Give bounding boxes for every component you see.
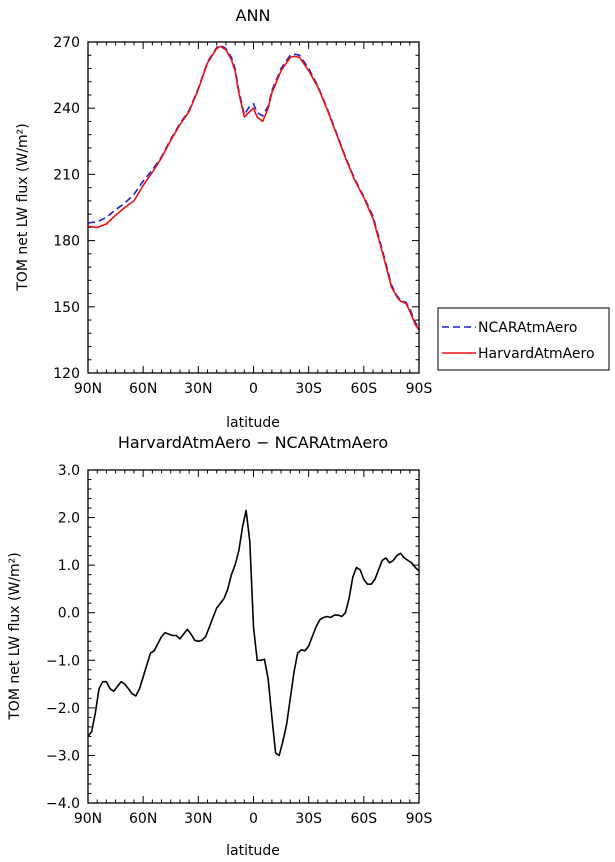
legend: NCARAtmAero HarvardAtmAero <box>437 307 610 371</box>
bottom-y-tick-label: 2.0 <box>58 511 80 527</box>
bottom-series-line-difference <box>87 509 420 757</box>
top-x-tick-label: 60S <box>350 381 377 397</box>
bottom-y-tick-label: −4.0 <box>46 796 80 812</box>
bottom-x-tick-label: 30N <box>184 811 212 827</box>
bottom-x-tick-label: 60N <box>129 811 157 827</box>
top-x-axis-label: latitude <box>226 415 280 431</box>
top-plot-lines <box>87 44 420 331</box>
bottom-y-tick-label: −2.0 <box>46 701 80 717</box>
bottom-y-tick-label: −3.0 <box>46 748 80 764</box>
top-chart-title: ANN <box>236 6 271 25</box>
bottom-plot-frame <box>87 469 420 804</box>
top-x-tick-label: 90N <box>74 381 102 397</box>
bottom-panel: HarvardAtmAero − NCARAtmAero 90N 60N 30N 0 3… <box>7 433 432 859</box>
top-x-tick-label: 0 <box>249 381 258 397</box>
top-x-tick-label: 90S <box>406 381 433 397</box>
top-plot-frame <box>87 41 420 374</box>
top-x-tick-label: 60N <box>129 381 157 397</box>
bottom-y-tick-label: 1.0 <box>58 558 80 574</box>
bottom-plot-lines <box>87 509 420 757</box>
bottom-y-axis-label-text: TOM net LW flux (W/m²) <box>7 552 23 721</box>
bottom-x-tick-label: 90S <box>406 811 433 827</box>
legend-box <box>437 307 610 371</box>
top-y-tick-label: 240 <box>53 101 80 117</box>
bottom-y-tick-label: −1.0 <box>46 653 80 669</box>
bottom-x-tick-label: 30S <box>295 811 322 827</box>
bottom-axis-ticks: 90N 60N 30N 0 30S 60S 90S −4.0 −3.0 −2.0 −1.0 0.0 1.… <box>46 463 432 827</box>
top-x-tick-label: 30N <box>184 381 212 397</box>
bottom-chart-title: HarvardAtmAero − NCARAtmAero <box>118 433 388 452</box>
bottom-y-axis-label: TOM net LW flux (W/m²) <box>7 552 23 721</box>
top-y-tick-label: 120 <box>53 366 80 382</box>
top-y-axis-label-text: TOM net LW flux (W/m²) <box>15 123 31 292</box>
top-panel: ANN 90N 60N 30N 0 30S 60S 90S 120 150 180 210 240 27… <box>15 6 610 431</box>
legend-label-harvardatmaero: HarvardAtmAero <box>478 346 595 362</box>
bottom-x-tick-label: 0 <box>249 811 258 827</box>
top-y-tick-label: 270 <box>53 35 80 51</box>
top-series-line-harvardatmaero <box>87 45 420 331</box>
bottom-y-tick-label: 3.0 <box>58 463 80 479</box>
bottom-x-tick-label: 60S <box>350 811 377 827</box>
bottom-x-axis-label: latitude <box>226 843 280 859</box>
bottom-x-tick-label: 90N <box>74 811 102 827</box>
top-y-axis-label: TOM net LW flux (W/m²) <box>15 123 31 292</box>
top-x-tick-label: 30S <box>295 381 322 397</box>
top-y-tick-label: 180 <box>53 234 80 250</box>
legend-label-ncaratmaero: NCARAtmAero <box>478 320 577 336</box>
top-y-tick-label: 150 <box>53 300 80 316</box>
top-y-tick-label: 210 <box>53 167 80 183</box>
bottom-y-tick-label: 0.0 <box>58 606 80 622</box>
